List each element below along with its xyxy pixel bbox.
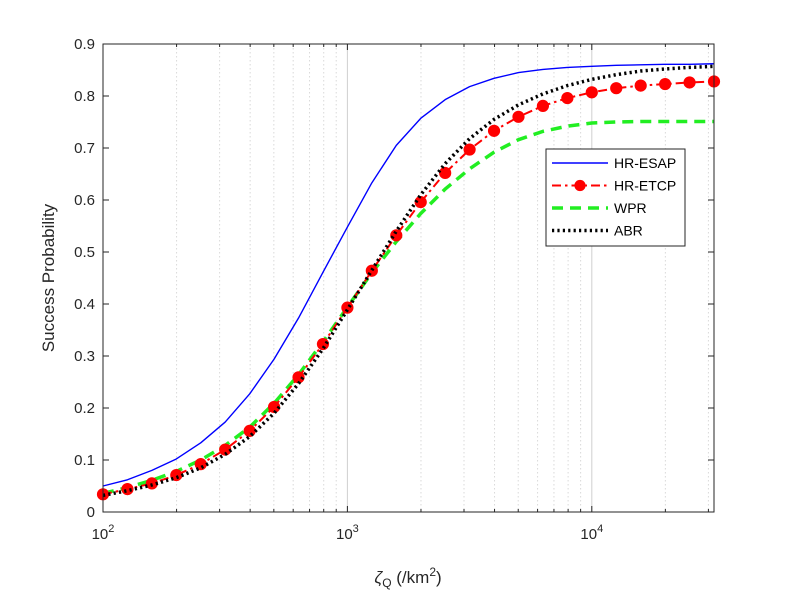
- x-axis-label-unit-sup: 2: [429, 565, 436, 579]
- x-tick-label-exponent: 2: [108, 523, 114, 535]
- data-point-hr-etcp: [683, 76, 696, 89]
- x-tick-label: 102: [92, 523, 115, 543]
- y-tick-label: 0: [87, 504, 95, 521]
- x-tick-label: 103: [336, 523, 359, 543]
- legend-label-wpr: WPR: [614, 200, 647, 216]
- y-tick-label: 0.8: [74, 88, 95, 105]
- data-point-hr-etcp: [439, 166, 452, 180]
- x-axis-label: ζQ (/km2): [374, 565, 441, 590]
- x-axis-label-unit-close: ): [436, 568, 442, 587]
- plot-area: [103, 44, 714, 512]
- x-tick-label-base: 10: [580, 526, 597, 543]
- data-point-hr-etcp: [659, 77, 672, 91]
- axis-ticks: [102, 43, 714, 513]
- data-point-hr-etcp: [512, 110, 525, 123]
- x-tick-label: 104: [580, 523, 603, 543]
- y-tick-label: 0.3: [74, 348, 95, 365]
- y-tick-label: 0.6: [74, 192, 95, 209]
- legend-marker-hr-etcp: [574, 179, 586, 192]
- y-tick-label: 0.4: [74, 296, 95, 313]
- data-point-hr-etcp: [536, 99, 550, 112]
- data-point-hr-etcp: [487, 124, 501, 137]
- x-axis-label-subscript: Q: [382, 576, 391, 590]
- data-point-hr-etcp: [341, 301, 354, 314]
- x-tick-label-base: 10: [336, 526, 353, 543]
- x-axis-label-unit-open: (/km: [392, 568, 430, 587]
- legend-label-hr-etcp: HR-ETCP: [614, 178, 676, 194]
- x-tick-label-exponent: 3: [353, 523, 359, 535]
- data-point-hr-etcp: [561, 91, 574, 105]
- legend: HR-ESAP HR-ETCP WPR ABR: [545, 148, 686, 247]
- data-point-hr-etcp: [610, 82, 623, 95]
- data-point-hr-etcp: [390, 229, 403, 242]
- y-tick-label: 0.2: [74, 400, 95, 417]
- data-series: [96, 63, 721, 501]
- plot-frame: [102, 43, 715, 513]
- data-point-hr-etcp: [316, 337, 330, 351]
- y-axis-label: Success Probability: [39, 203, 58, 352]
- series-line-hr-esap: [102, 63, 715, 487]
- x-tick-label-base: 10: [92, 526, 109, 543]
- legend-label-abr: ABR: [614, 223, 643, 239]
- y-tick-label: 0.9: [74, 36, 95, 53]
- legend-label-hr-esap: HR-ESAP: [614, 155, 676, 171]
- data-point-hr-etcp: [365, 264, 378, 277]
- y-tick-label: 0.1: [74, 452, 95, 469]
- data-point-hr-etcp: [585, 86, 598, 99]
- series-line-wpr: [102, 119, 714, 495]
- data-point-hr-etcp: [634, 79, 647, 92]
- data-point-hr-etcp: [267, 400, 281, 414]
- data-point-hr-etcp: [463, 143, 476, 156]
- y-tick-label: 0.5: [74, 244, 95, 261]
- x-axis-label-symbol: ζ: [374, 568, 383, 587]
- x-tick-label-exponent: 4: [597, 523, 603, 535]
- y-tick-label: 0.7: [74, 140, 95, 157]
